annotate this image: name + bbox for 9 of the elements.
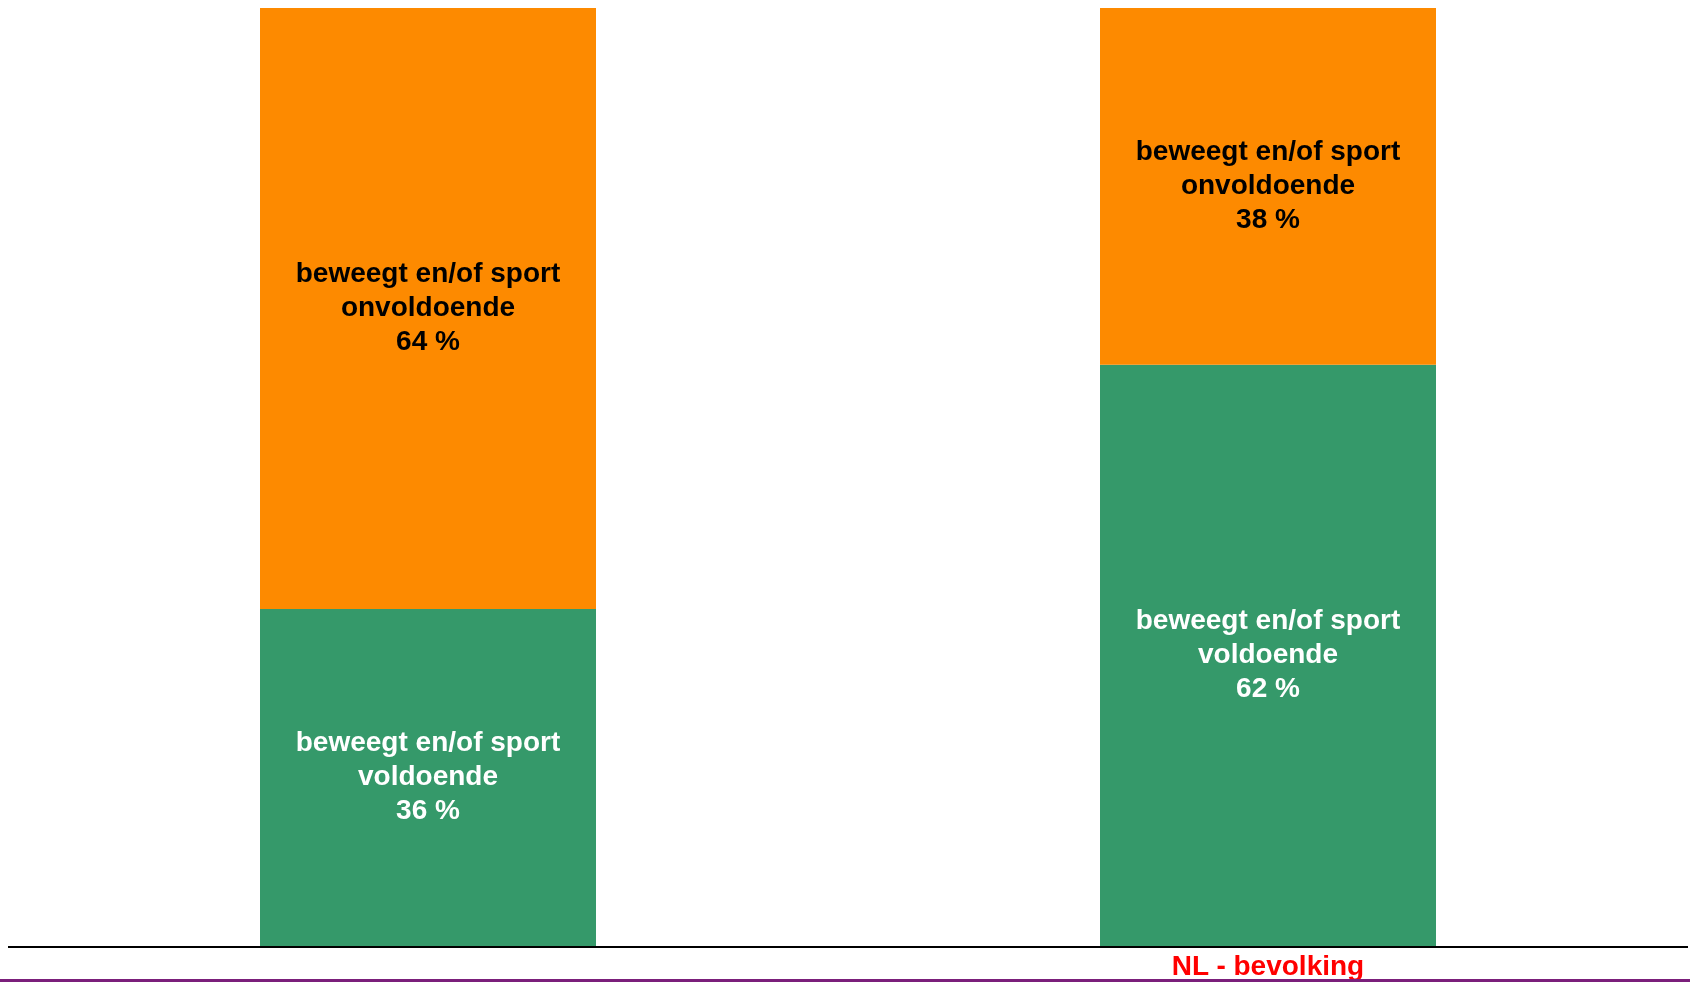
data-label: 62 % xyxy=(1236,672,1301,704)
text: beweegt en/of sport onvoldoende xyxy=(1135,134,1401,200)
series-label: beweegt en/of sport voldoende xyxy=(295,726,561,792)
series-label: beweegt en/of sport onvoldoende xyxy=(295,256,561,322)
text: beweegt en/of sport voldoende xyxy=(1135,604,1401,670)
data-label: 36 % xyxy=(396,794,461,826)
x-tick-label: NL - bevolking xyxy=(1171,949,1365,981)
data-label: 38 % xyxy=(1236,202,1301,234)
data-label: 64 % xyxy=(396,324,461,356)
